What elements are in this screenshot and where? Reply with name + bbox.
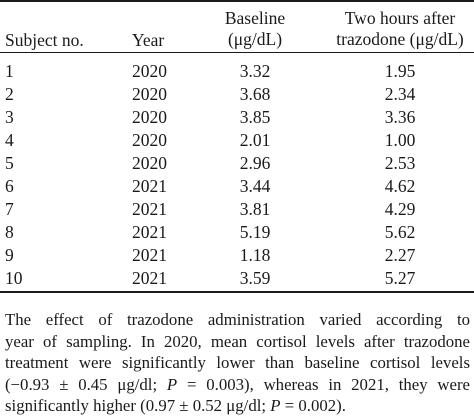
header-baseline-line2: (μg/dL) — [227, 29, 283, 49]
baseline-cell: 3.85 — [239, 107, 271, 127]
year-cell: 2021 — [132, 199, 167, 219]
baseline-cell: 3.44 — [239, 176, 271, 196]
table-row: 3 2020 3.85 3.36 — [0, 107, 474, 130]
after-trazodone-cell: 2.34 — [384, 84, 416, 104]
table-row: 6 2021 3.44 4.62 — [0, 176, 474, 199]
footnote-line: year of sampling. In 2020, mean cortisol… — [5, 331, 470, 351]
after-trazodone-cell: 5.62 — [384, 222, 416, 242]
after-trazodone-cell: 1.00 — [384, 130, 416, 150]
table-row: 1 2020 3.32 1.95 — [0, 61, 474, 84]
year-cell: 2020 — [132, 130, 167, 150]
header-baseline-line1: Baseline — [224, 8, 286, 28]
table-row: 9 2021 1.18 2.27 — [0, 245, 474, 268]
table-header-rule — [0, 52, 474, 53]
table-footnote: The effect of trazodone administration v… — [5, 309, 470, 417]
subject-cell: 10 — [5, 268, 23, 288]
header-baseline: Baseline (μg/dL) — [210, 8, 300, 50]
footnote-line: The effect of trazodone administration v… — [5, 310, 470, 329]
footnote-line: (−0.93 ± 0.45 μg/dl; P = 0.003), whereas… — [5, 374, 470, 394]
year-cell: 2021 — [132, 268, 167, 288]
subject-cell: 7 — [5, 199, 14, 219]
subject-cell: 2 — [5, 84, 14, 104]
subject-cell: 8 — [5, 222, 14, 242]
table-row: 7 2021 3.81 4.29 — [0, 199, 474, 222]
header-subject: Subject no. — [5, 30, 84, 50]
baseline-cell: 2.96 — [239, 153, 271, 173]
subject-cell: 1 — [5, 61, 14, 81]
year-cell: 2020 — [132, 107, 167, 127]
header-after-line2: trazodone (μg/dL) — [336, 29, 464, 49]
table-top-rule — [0, 0, 474, 2]
header-year: Year — [132, 30, 165, 50]
year-cell: 2021 — [132, 245, 167, 265]
after-trazodone-cell: 2.27 — [384, 245, 416, 265]
subject-cell: 6 — [5, 176, 14, 196]
table-row: 2 2020 3.68 2.34 — [0, 84, 474, 107]
baseline-cell: 5.19 — [239, 222, 271, 242]
after-trazodone-cell: 5.27 — [384, 268, 416, 288]
header-after-trazodone: Two hours after trazodone (μg/dL) — [330, 8, 470, 50]
table-row: 4 2020 2.01 1.00 — [0, 130, 474, 153]
year-cell: 2020 — [132, 84, 167, 104]
subject-cell: 3 — [5, 107, 14, 127]
after-trazodone-cell: 3.36 — [384, 107, 416, 127]
baseline-cell: 3.59 — [239, 268, 271, 288]
baseline-cell: 2.01 — [239, 130, 271, 150]
subject-cell: 5 — [5, 153, 14, 173]
after-trazodone-cell: 4.29 — [384, 199, 416, 219]
footnote-line: significantly higher (0.97 ± 0.52 μg/dl;… — [5, 396, 346, 416]
baseline-cell: 3.32 — [239, 61, 271, 81]
footnote-line: treatment were significantly lower than … — [5, 353, 470, 373]
table-bottom-rule — [0, 291, 474, 293]
subject-cell: 9 — [5, 245, 14, 265]
after-trazodone-cell: 4.62 — [384, 176, 416, 196]
table-row: 5 2020 2.96 2.53 — [0, 153, 474, 176]
table-row: 10 2021 3.59 5.27 — [0, 268, 474, 291]
header-after-line1: Two hours after — [344, 8, 456, 28]
table-row: 8 2021 5.19 5.62 — [0, 222, 474, 245]
year-cell: 2020 — [132, 153, 167, 173]
year-cell: 2020 — [132, 61, 167, 81]
year-cell: 2021 — [132, 222, 167, 242]
year-cell: 2021 — [132, 176, 167, 196]
baseline-cell: 3.81 — [239, 199, 271, 219]
baseline-cell: 3.68 — [239, 84, 271, 104]
after-trazodone-cell: 2.53 — [384, 153, 416, 173]
after-trazodone-cell: 1.95 — [384, 61, 416, 81]
subject-cell: 4 — [5, 130, 14, 150]
baseline-cell: 1.18 — [239, 245, 271, 265]
